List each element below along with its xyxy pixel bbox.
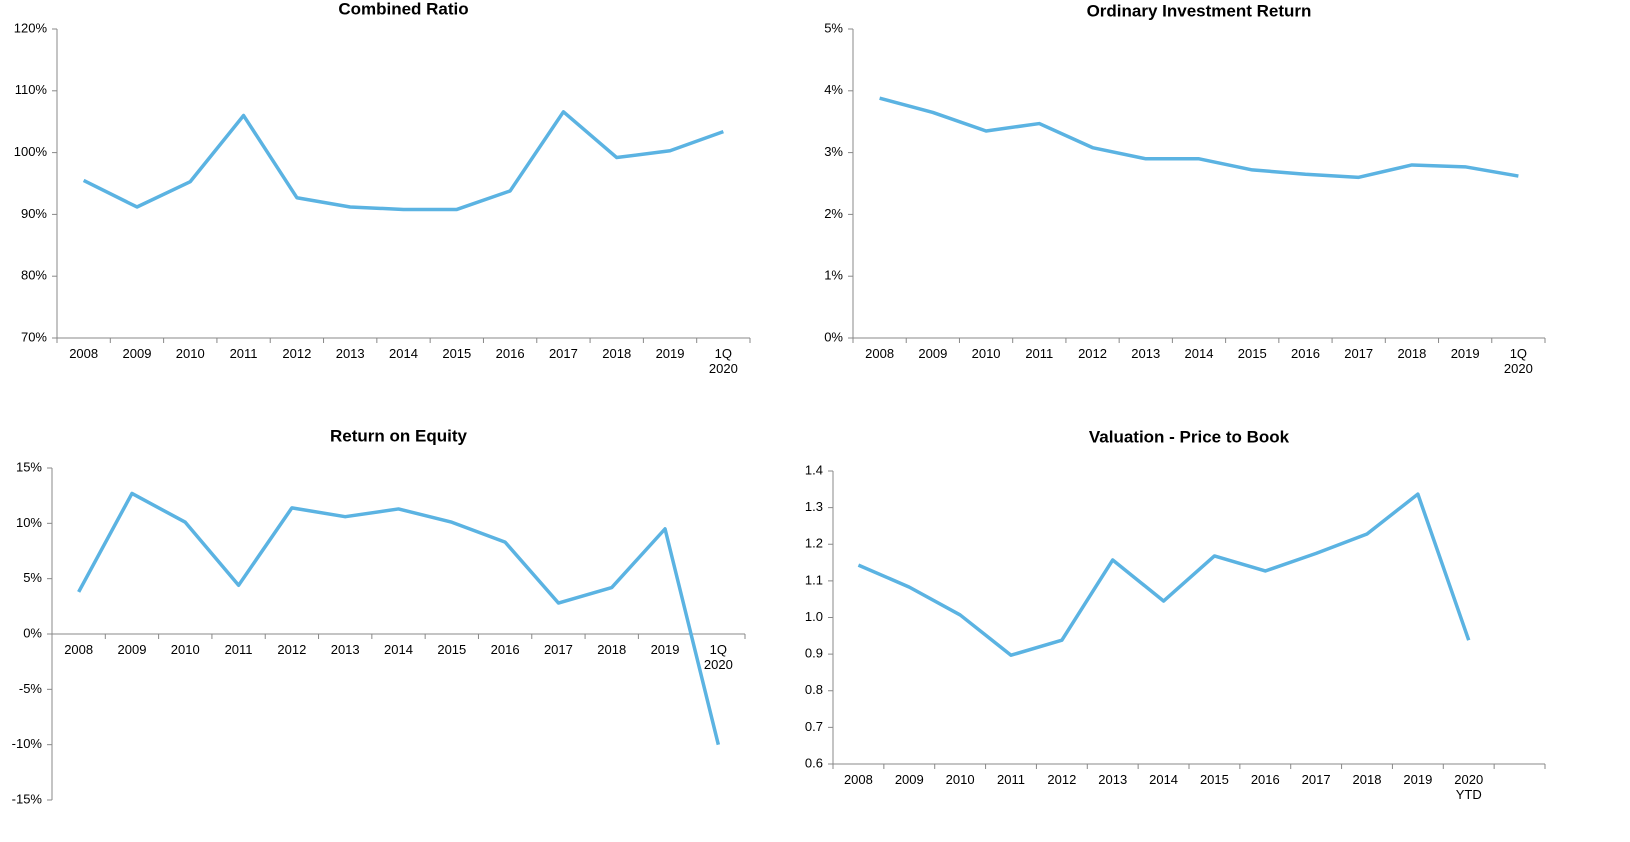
- y-tick-label: 1.2: [805, 536, 823, 551]
- x-tick-label: 2015: [437, 642, 466, 657]
- x-tick-label: 2019: [1451, 346, 1480, 361]
- x-tick-label: 2013: [331, 642, 360, 657]
- x-tick-label: 2011: [225, 642, 253, 657]
- y-tick-label: -10%: [12, 736, 43, 751]
- x-tick-label: 2010: [171, 642, 200, 657]
- x-tick-label: 2017: [544, 642, 573, 657]
- x-tick-label: 2014: [389, 346, 418, 361]
- x-tick-label: 2017: [549, 346, 578, 361]
- x-tick-label: 1Q 2020: [1504, 346, 1533, 376]
- y-tick-label: 0.9: [805, 646, 823, 661]
- x-tick-label: 2008: [64, 642, 93, 657]
- y-tick-label: 80%: [21, 268, 47, 283]
- x-tick-label: 2012: [1047, 772, 1076, 787]
- x-tick-label: 2017: [1302, 772, 1331, 787]
- y-tick-label: 0.8: [805, 682, 823, 697]
- x-tick-label: 2009: [118, 642, 147, 657]
- x-tick-label: 2010: [176, 346, 205, 361]
- chart-title: Return on Equity: [330, 426, 467, 445]
- x-tick-label: 2016: [1291, 346, 1320, 361]
- y-tick-label: -5%: [19, 681, 43, 696]
- y-tick-label: 0%: [824, 329, 843, 344]
- x-tick-label: 2014: [1185, 346, 1214, 361]
- x-tick-label: 2008: [865, 346, 894, 361]
- x-tick-label: 2012: [1078, 346, 1107, 361]
- data-line: [879, 96, 1519, 180]
- y-tick-label: 5%: [824, 20, 843, 35]
- x-tick-label: 2015: [442, 346, 471, 361]
- x-tick-label: 2008: [844, 772, 873, 787]
- y-tick-label: 1.3: [805, 499, 823, 514]
- y-tick-label: 0%: [23, 625, 42, 640]
- x-tick-label: 2018: [1397, 346, 1426, 361]
- chart-title: Valuation - Price to Book: [1089, 427, 1290, 446]
- y-tick-label: 0.6: [805, 755, 823, 770]
- x-tick-label: 2015: [1200, 772, 1229, 787]
- x-tick-label: 2015: [1238, 346, 1267, 361]
- x-tick-label: 2009: [895, 772, 924, 787]
- y-tick-label: 1.1: [805, 572, 823, 587]
- x-tick-label: 2008: [69, 346, 98, 361]
- x-tick-label: 2012: [282, 346, 311, 361]
- x-tick-label: 2019: [656, 346, 685, 361]
- x-tick-label: 2018: [1353, 772, 1382, 787]
- x-tick-label: 2016: [496, 346, 525, 361]
- y-tick-label: -15%: [12, 791, 43, 806]
- x-tick-label: 2018: [602, 346, 631, 361]
- x-tick-label: 2009: [918, 346, 947, 361]
- x-tick-label: 2016: [1251, 772, 1280, 787]
- y-tick-label: 90%: [21, 206, 47, 221]
- y-tick-label: 0.7: [805, 719, 823, 734]
- data-line: [77, 491, 721, 746]
- x-tick-label: 2013: [1131, 346, 1160, 361]
- x-tick-label: 2014: [384, 642, 413, 657]
- x-tick-label: 2010: [972, 346, 1001, 361]
- y-tick-label: 70%: [21, 329, 47, 344]
- x-tick-label: 2019: [1403, 772, 1432, 787]
- y-tick-label: 10%: [16, 515, 42, 530]
- data-line: [82, 110, 724, 212]
- x-tick-label: 2010: [946, 772, 975, 787]
- x-tick-label: 2012: [277, 642, 306, 657]
- y-tick-label: 5%: [23, 570, 42, 585]
- y-tick-label: 2%: [824, 206, 843, 221]
- x-tick-label: 2013: [1098, 772, 1127, 787]
- data-line: [857, 492, 1471, 657]
- x-tick-label: 2009: [123, 346, 152, 361]
- y-tick-label: 3%: [824, 144, 843, 159]
- y-tick-label: 1.0: [805, 609, 823, 624]
- x-tick-label: 2011: [997, 772, 1025, 787]
- x-tick-label: 2017: [1344, 346, 1373, 361]
- x-tick-label: 2011: [1025, 346, 1053, 361]
- x-tick-label: 2020 YTD: [1454, 772, 1483, 802]
- y-tick-label: 110%: [15, 82, 48, 97]
- y-tick-label: 4%: [824, 82, 843, 97]
- x-tick-label: 2013: [336, 346, 365, 361]
- x-tick-label: 2011: [230, 346, 258, 361]
- y-tick-label: 1%: [824, 268, 843, 283]
- chart-title: Combined Ratio: [338, 0, 468, 18]
- y-tick-label: 100%: [14, 144, 48, 159]
- y-tick-label: 1.4: [805, 462, 823, 477]
- x-tick-label: 1Q 2020: [709, 346, 738, 376]
- x-tick-label: 2018: [597, 642, 626, 657]
- x-tick-label: 2016: [491, 642, 520, 657]
- chart-title: Ordinary Investment Return: [1087, 1, 1312, 20]
- x-tick-label: 2014: [1149, 772, 1178, 787]
- x-tick-label: 1Q 2020: [704, 642, 733, 672]
- x-tick-label: 2019: [651, 642, 680, 657]
- y-tick-label: 120%: [14, 20, 48, 35]
- y-tick-label: 15%: [16, 459, 42, 474]
